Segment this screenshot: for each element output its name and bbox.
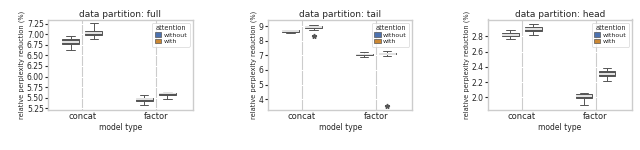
X-axis label: model type: model type [99, 123, 142, 132]
PathPatch shape [379, 53, 396, 54]
PathPatch shape [136, 98, 153, 101]
X-axis label: model type: model type [319, 123, 362, 132]
PathPatch shape [159, 93, 176, 95]
PathPatch shape [85, 31, 102, 35]
Title: data partition: full: data partition: full [79, 10, 161, 19]
Y-axis label: relative perplexity reduction (%): relative perplexity reduction (%) [251, 10, 257, 119]
PathPatch shape [62, 39, 79, 44]
Legend: without, with: without, with [372, 23, 410, 47]
Title: data partition: head: data partition: head [515, 10, 605, 19]
Legend: without, with: without, with [592, 23, 629, 47]
PathPatch shape [502, 33, 518, 36]
PathPatch shape [575, 94, 593, 98]
PathPatch shape [525, 27, 542, 31]
PathPatch shape [282, 30, 299, 32]
PathPatch shape [598, 71, 616, 76]
PathPatch shape [356, 54, 372, 55]
Title: data partition: tail: data partition: tail [299, 10, 381, 19]
PathPatch shape [305, 26, 322, 28]
Y-axis label: relative perplexity reduction (%): relative perplexity reduction (%) [19, 10, 26, 119]
X-axis label: model type: model type [538, 123, 582, 132]
Legend: without, with: without, with [152, 23, 189, 47]
Y-axis label: relative perplexity reduction (%): relative perplexity reduction (%) [463, 10, 470, 119]
